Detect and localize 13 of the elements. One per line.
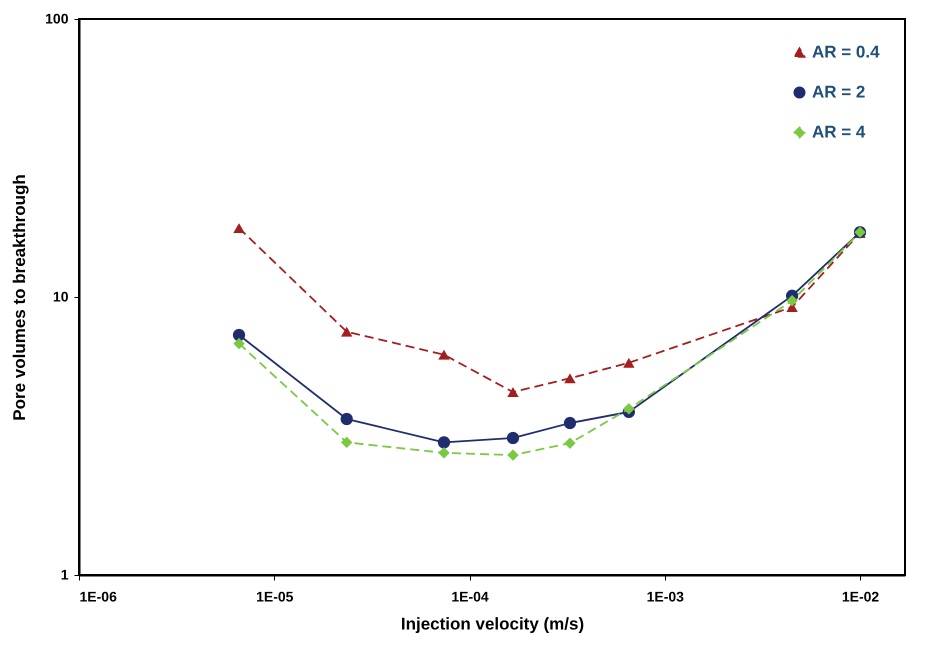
y-tick-label: 10 [52,288,69,304]
legend-label: AR = 2 [812,82,866,102]
x-tick-label: 1E-06 [80,588,118,604]
y-tick-label: 1 [60,566,69,582]
legend-label: AR = 0.4 [812,42,880,62]
x-tick-label: 1E-05 [256,588,294,604]
y-tick-label: 100 [45,10,69,26]
x-tick-label: 1E-02 [842,588,880,604]
x-tick-label: 1E-03 [646,588,684,604]
legend-label: AR = 4 [812,122,866,142]
y-axis-title: Pore volumes to breakthrough [10,174,30,421]
x-axis-title: Injection velocity (m/s) [400,614,584,634]
x-tick-label: 1E-04 [451,588,489,604]
